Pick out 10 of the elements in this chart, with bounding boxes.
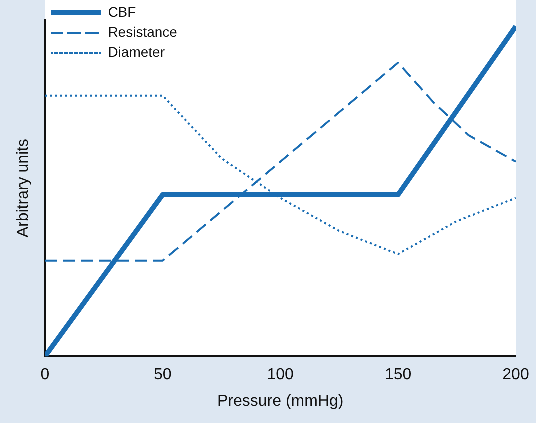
x-tick-label: 0: [40, 366, 50, 384]
x-tick-label: 150: [384, 366, 412, 384]
y-axis-title: Arbitrary units: [15, 138, 32, 238]
x-tick-label: 100: [267, 366, 294, 384]
x-tick-label: 200: [502, 366, 530, 384]
x-tick-label: 50: [154, 366, 172, 384]
legend-label: Resistance: [108, 24, 178, 40]
legend-label: CBF: [108, 4, 136, 20]
x-axis-title: Pressure (mmHg): [217, 392, 344, 410]
legend-label: Diameter: [108, 44, 166, 60]
